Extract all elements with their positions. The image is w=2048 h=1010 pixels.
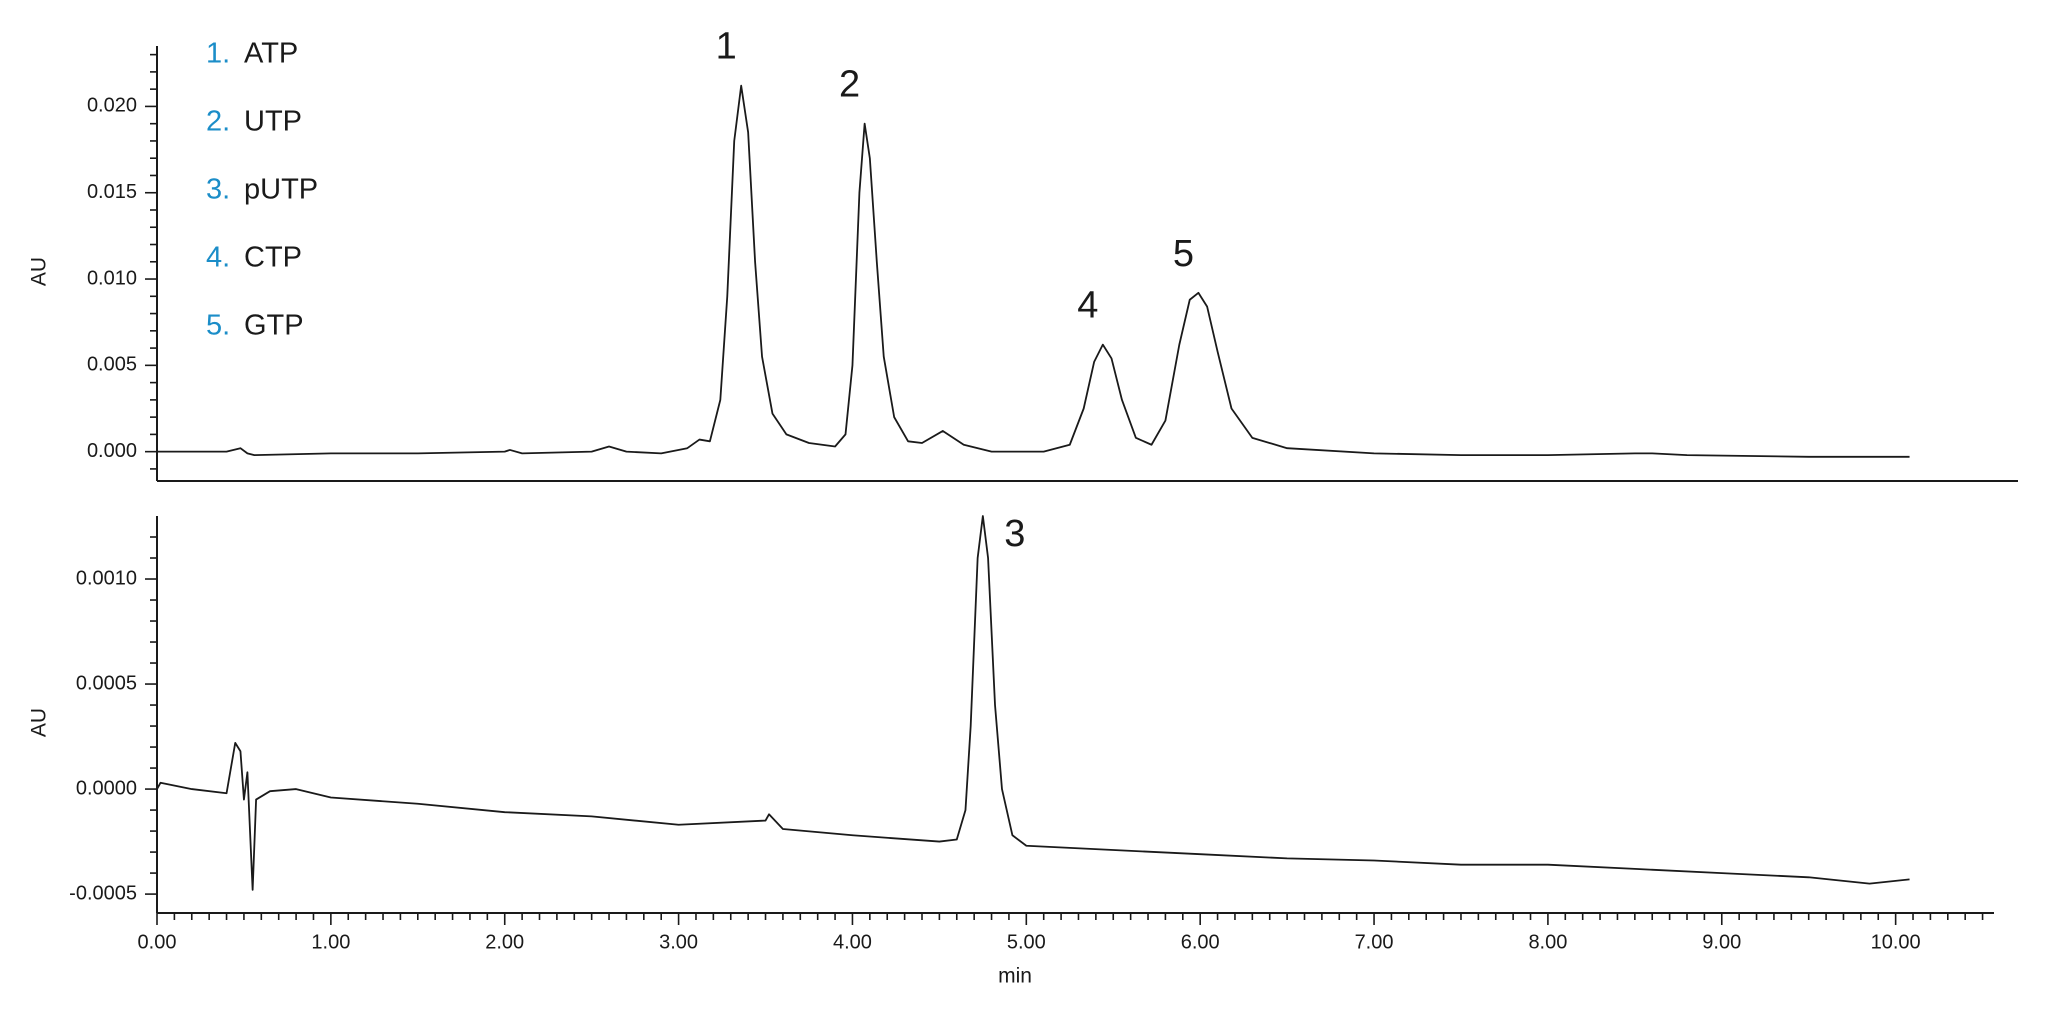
legend-name: CTP <box>244 242 302 274</box>
x-tick-label: 5.00 <box>1007 931 1046 953</box>
trace <box>157 84 1910 458</box>
y-tick-label: -0.0005 <box>69 882 137 904</box>
y-tick-label: 0.005 <box>87 354 137 376</box>
legend-number: 3. <box>206 174 230 206</box>
x-tick-label: 9.00 <box>1702 931 1741 953</box>
y-tick-label: 0.0010 <box>76 567 137 589</box>
x-tick-label: 7.00 <box>1355 931 1394 953</box>
legend-name: UTP <box>244 106 302 138</box>
trace <box>156 515 1910 891</box>
x-tick-label: 3.00 <box>659 931 698 953</box>
x-tick-label: 4.00 <box>833 931 872 953</box>
y-tick-label: 0.0000 <box>76 777 137 799</box>
x-tick-label: 2.00 <box>485 931 524 953</box>
peak-label: 2 <box>839 64 860 106</box>
x-tick-label: 8.00 <box>1528 931 1567 953</box>
y-tick-label: 0.000 <box>87 440 137 462</box>
legend-number: 2. <box>206 106 230 138</box>
legend-name: pUTP <box>244 174 318 206</box>
y-tick-label: 0.015 <box>87 181 137 203</box>
x-tick-label: 6.00 <box>1181 931 1220 953</box>
peak-label: 3 <box>1004 513 1025 555</box>
x-tick-label: 10.00 <box>1871 931 1921 953</box>
x-axis-title: min <box>998 965 1032 988</box>
y-axis-title: AU <box>28 708 51 737</box>
x-tick-label: 1.00 <box>311 931 350 953</box>
peak-label: 5 <box>1173 233 1194 275</box>
legend-number: 1. <box>206 38 230 70</box>
y-axis-title: AU <box>28 257 51 286</box>
y-tick-label: 0.020 <box>87 95 137 117</box>
x-tick-label: 0.00 <box>138 931 177 953</box>
legend-name: ATP <box>244 38 298 70</box>
peak-label: 1 <box>716 26 737 68</box>
y-tick-label: 0.0005 <box>76 672 137 694</box>
legend-name: GTP <box>244 310 304 342</box>
legend-number: 4. <box>206 242 230 274</box>
legend-number: 5. <box>206 310 230 342</box>
y-tick-label: 0.010 <box>87 267 137 289</box>
peak-label: 4 <box>1077 285 1098 327</box>
